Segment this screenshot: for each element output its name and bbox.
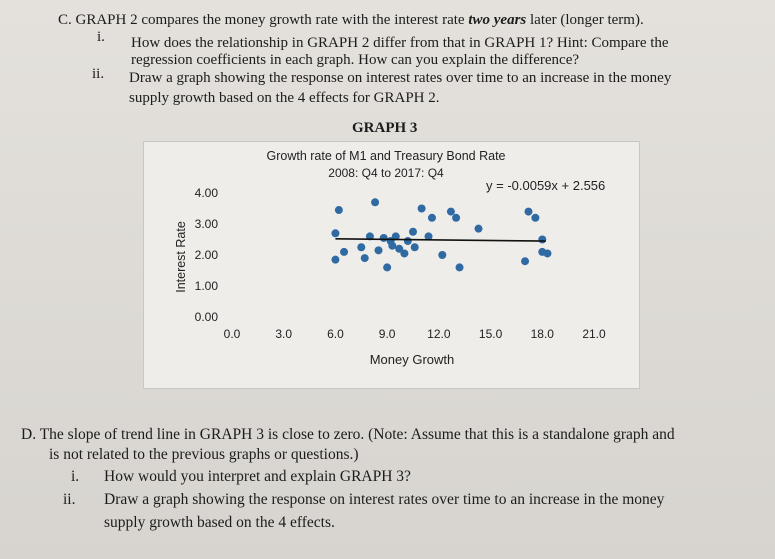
section-d-item-ii-num: ii.: [63, 491, 76, 508]
x-tick-label: 15.0: [479, 327, 503, 341]
graph-heading: GRAPH 3: [352, 120, 418, 136]
section-c-item-ii-num: ii.: [92, 66, 105, 82]
section-c-item-ii-line2: supply growth based on the 4 effects for…: [129, 90, 440, 106]
data-point: [383, 263, 392, 272]
section-d-text1: The slope of trend line in GRAPH 3 is cl…: [39, 426, 675, 443]
section-c-lead: C.: [58, 12, 72, 28]
data-point: [452, 213, 461, 222]
chart-container: Growth rate of M1 and Treasury Bond Rate…: [143, 141, 640, 389]
x-tick-label: 9.0: [379, 327, 396, 341]
data-point: [357, 243, 366, 252]
section-d-item-i: How would you interpret and explain GRAP…: [104, 468, 411, 485]
data-point: [340, 247, 349, 256]
data-point: [521, 257, 530, 266]
data-point: [388, 241, 397, 250]
scatter-chart: Growth rate of M1 and Treasury Bond Rate…: [174, 149, 606, 367]
data-point: [360, 254, 369, 263]
section-c-header-pre: GRAPH 2 compares the money growth rate w…: [75, 12, 469, 28]
section-d-line2: is not related to the previous graphs or…: [49, 446, 359, 463]
data-point: [365, 232, 374, 241]
x-tick-label: 6.0: [327, 327, 344, 341]
y-tick-label: 3.00: [195, 217, 219, 231]
data-point: [409, 227, 417, 236]
chart-title: Growth rate of M1 and Treasury Bond Rate: [266, 149, 505, 163]
data-point: [374, 246, 383, 255]
chart-subtitle: 2008: Q4 to 2017: Q4: [328, 166, 444, 180]
y-axis-label: Interest Rate: [174, 221, 188, 293]
data-point: [403, 237, 412, 246]
section-d-item-ii-line2: supply growth based on the 4 effects.: [104, 514, 335, 531]
data-point: [334, 206, 343, 215]
data-point: [446, 207, 455, 216]
x-tick-label: 12.0: [427, 327, 451, 341]
section-d-item-i-num: i.: [71, 468, 80, 485]
section-d-item-ii-line1: Draw a graph showing the response on int…: [104, 491, 665, 508]
trendline: [335, 238, 546, 242]
data-point: [538, 235, 547, 244]
section-c-header: C. GRAPH 2 compares the money growth rat…: [58, 12, 644, 29]
x-axis-ticks: 0.0 3.0 6.0 9.0 12.0 15.0 18.0 21.0: [224, 327, 606, 341]
y-axis-ticks: 0.00 1.00 2.00 3.00 4.00: [195, 186, 219, 324]
data-point: [531, 213, 540, 222]
x-tick-label: 21.0: [582, 327, 606, 341]
section-c-item-ii-line1: Draw a graph showing the response on int…: [129, 70, 672, 86]
section-c-header-em: two years: [468, 12, 527, 28]
data-point: [417, 204, 426, 213]
data-point: [379, 233, 388, 242]
y-tick-label: 4.00: [195, 186, 219, 200]
data-point: [391, 232, 400, 241]
data-point: [410, 243, 419, 252]
data-point: [427, 213, 436, 222]
y-tick-label: 0.00: [195, 310, 219, 324]
x-tick-label: 18.0: [531, 327, 555, 341]
data-point: [395, 244, 404, 253]
section-d-lead: D.: [21, 426, 37, 443]
data-point: [371, 198, 380, 207]
data-point: [331, 255, 340, 264]
x-tick-label: 3.0: [275, 327, 292, 341]
y-tick-label: 2.00: [195, 248, 219, 262]
data-points: [331, 198, 552, 272]
data-point: [474, 224, 483, 233]
data-point: [400, 249, 409, 258]
section-c-item-i-line2: regression coefficients in each graph. H…: [131, 52, 580, 68]
data-point: [331, 229, 340, 238]
data-point: [424, 232, 433, 241]
trendline-equation: y = -0.0059x + 2.556: [486, 178, 605, 193]
x-axis-label: Money Growth: [370, 352, 455, 367]
data-point: [455, 263, 464, 272]
y-tick-label: 1.00: [195, 279, 219, 293]
x-tick-label: 0.0: [224, 327, 241, 341]
section-c-header-post: later (longer term).: [526, 12, 644, 28]
section-c-item-i-line1: How does the relationship in GRAPH 2 dif…: [131, 35, 669, 51]
section-d-line1: D. The slope of trend line in GRAPH 3 is…: [21, 426, 675, 444]
data-point: [438, 251, 447, 259]
data-point: [543, 249, 552, 258]
section-c-item-i-num: i.: [97, 29, 105, 45]
data-point: [524, 207, 533, 216]
